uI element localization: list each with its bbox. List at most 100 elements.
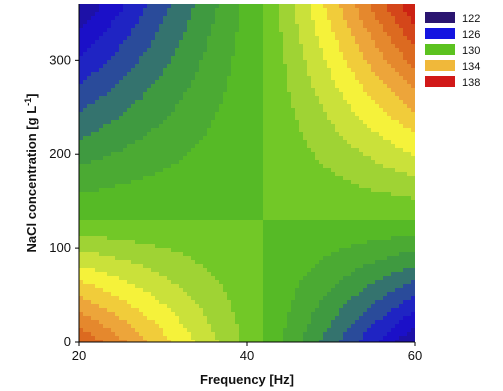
contour-cell — [95, 128, 100, 133]
contour-cell — [187, 292, 192, 297]
contour-cell — [287, 224, 292, 229]
contour-cell — [171, 188, 176, 193]
contour-cell — [163, 80, 168, 85]
contour-cell — [203, 56, 208, 61]
contour-cell — [211, 228, 216, 233]
contour-cell — [119, 128, 124, 133]
contour-cell — [179, 296, 184, 301]
contour-cell — [151, 304, 156, 309]
contour-cell — [271, 204, 276, 209]
contour-cell — [203, 40, 208, 45]
contour-cell — [259, 252, 264, 257]
contour-cell — [283, 172, 288, 177]
contour-cell — [279, 252, 284, 257]
contour-cell — [187, 200, 192, 205]
contour-cell — [291, 244, 296, 249]
contour-cell — [79, 320, 84, 325]
contour-cell — [95, 124, 100, 129]
contour-cell — [135, 144, 140, 149]
contour-cell — [123, 316, 128, 321]
contour-cell — [179, 264, 184, 269]
contour-cell — [123, 288, 128, 293]
contour-cell — [79, 280, 84, 285]
contour-cell — [143, 56, 148, 61]
contour-cell — [179, 16, 184, 21]
contour-cell — [179, 12, 184, 17]
contour-cell — [299, 324, 304, 329]
contour-cell — [295, 292, 300, 297]
contour-cell — [279, 48, 284, 53]
contour-cell — [191, 68, 196, 73]
contour-cell — [271, 132, 276, 137]
contour-cell — [291, 236, 296, 241]
contour-cell — [291, 120, 296, 125]
contour-cell — [131, 264, 136, 269]
contour-cell — [243, 48, 248, 53]
contour-cell — [91, 200, 96, 205]
contour-cell — [115, 264, 120, 269]
contour-cell — [131, 116, 136, 121]
contour-cell — [131, 156, 136, 161]
contour-cell — [311, 84, 316, 89]
contour-cell — [115, 128, 120, 133]
contour-cell — [287, 332, 292, 337]
contour-cell — [255, 12, 260, 17]
contour-cell — [187, 24, 192, 29]
contour-cell — [111, 252, 116, 257]
contour-cell — [271, 20, 276, 25]
contour-cell — [303, 188, 308, 193]
contour-cell — [307, 20, 312, 25]
contour-cell — [95, 340, 100, 342]
contour-cell — [291, 320, 296, 325]
contour-cell — [183, 220, 188, 225]
contour-cell — [171, 104, 176, 109]
contour-cell — [199, 44, 204, 49]
contour-cell — [275, 116, 280, 121]
contour-cell — [195, 244, 200, 249]
contour-cell — [215, 184, 220, 189]
contour-cell — [203, 4, 208, 9]
contour-cell — [195, 172, 200, 177]
contour-cell — [179, 124, 184, 129]
contour-cell — [311, 196, 316, 201]
contour-cell — [243, 128, 248, 133]
contour-cell — [259, 52, 264, 57]
contour-cell — [267, 196, 272, 201]
contour-cell — [95, 64, 100, 69]
contour-cell — [219, 128, 224, 133]
contour-cell — [311, 124, 316, 129]
contour-cell — [107, 8, 112, 13]
contour-cell — [247, 328, 252, 333]
contour-cell — [147, 88, 152, 93]
contour-cell — [239, 164, 244, 169]
contour-cell — [275, 12, 280, 17]
contour-cell — [187, 312, 192, 317]
contour-cell — [79, 52, 84, 57]
contour-cell — [263, 152, 268, 157]
contour-cell — [283, 176, 288, 181]
contour-cell — [267, 88, 272, 93]
contour-cell — [303, 244, 308, 249]
contour-cell — [271, 284, 276, 289]
contour-cell — [151, 100, 156, 105]
contour-cell — [307, 144, 312, 149]
contour-cell — [91, 56, 96, 61]
contour-cell — [99, 192, 104, 197]
contour-cell — [143, 324, 148, 329]
contour-cell — [87, 216, 92, 221]
contour-cell — [267, 16, 272, 21]
contour-cell — [119, 272, 124, 277]
contour-cell — [259, 88, 264, 93]
contour-cell — [299, 224, 304, 229]
contour-cell — [119, 88, 124, 93]
contour-cell — [215, 296, 220, 301]
contour-cell — [267, 92, 272, 97]
contour-cell — [151, 76, 156, 81]
contour-cell — [119, 168, 124, 173]
contour-cell — [159, 212, 164, 217]
contour-cell — [147, 160, 152, 165]
contour-cell — [179, 232, 184, 237]
contour-cell — [115, 192, 120, 197]
contour-cell — [275, 172, 280, 177]
contour-cell — [83, 272, 88, 277]
